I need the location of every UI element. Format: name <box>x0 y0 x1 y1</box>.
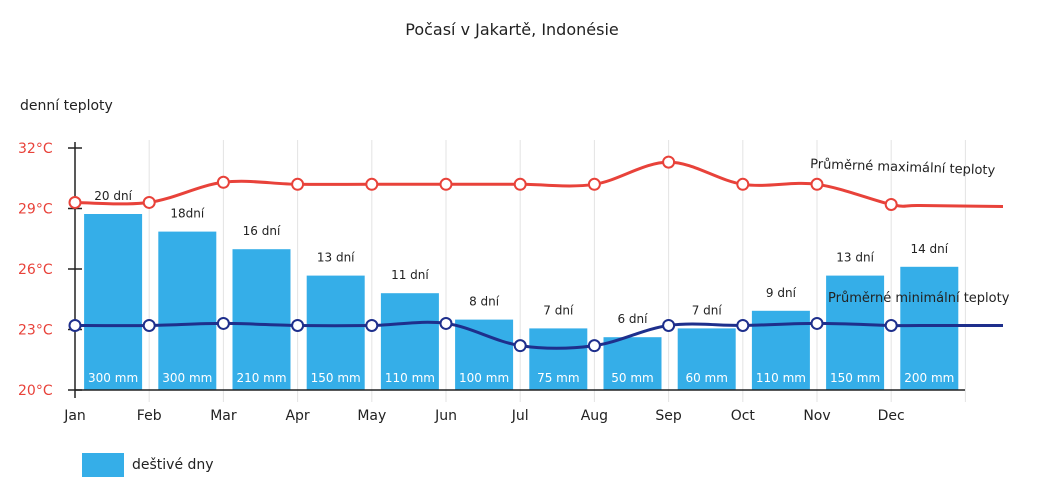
precip-label: 60 mm <box>685 371 727 385</box>
precip-label: 75 mm <box>537 371 579 385</box>
y-tick-label: 20°C <box>18 383 53 399</box>
min-temp-point-jul <box>513 339 527 353</box>
min-temp-point-jan <box>68 318 82 332</box>
bar-nov <box>826 275 885 390</box>
max-temp-point-mar <box>216 175 230 189</box>
precip-label: 300 mm <box>88 371 138 385</box>
bar-mar <box>232 249 291 390</box>
data-labels: 20 dní 300 mm 18dní 300 mm 16 dní 210 mm 13 dn… <box>88 157 1010 385</box>
y-tick-label: 26°C <box>18 262 53 278</box>
precip-label: 150 mm <box>830 371 880 385</box>
legend-swatch-rainy-days <box>82 453 124 477</box>
rain-days-label: 8 dní <box>469 295 500 309</box>
max-temp-point-dec <box>884 197 898 211</box>
min-temp-point-may <box>365 318 379 332</box>
rain-days-label: 13 dní <box>836 251 874 265</box>
precip-label: 200 mm <box>904 371 954 385</box>
rain-days-label: 16 dní <box>243 224 281 238</box>
max-temp-point-feb <box>142 195 156 209</box>
rain-days-label: 13 dní <box>317 251 355 265</box>
y-axis-title: denní teploty <box>20 98 113 114</box>
x-tick-label: May <box>357 408 386 424</box>
rain-days-label: 18dní <box>170 207 204 221</box>
rain-days-label: 11 dní <box>391 268 429 282</box>
bar-may <box>380 293 439 390</box>
x-tick-label: Oct <box>731 408 756 424</box>
max-temp-point-apr <box>291 177 305 191</box>
precip-label: 110 mm <box>756 371 806 385</box>
x-tick-label: Apr <box>285 408 309 424</box>
rain-days-label: 7 dní <box>543 303 574 317</box>
rain-days-label: 7 dní <box>692 303 723 317</box>
max-temp-series-label: Průměrné maximální teploty <box>810 157 996 178</box>
rainy-days-bars <box>84 214 959 390</box>
precip-label: 50 mm <box>611 371 653 385</box>
bar-jun <box>455 319 514 390</box>
max-temp-point-nov <box>810 177 824 191</box>
max-temp-point-oct <box>736 177 750 191</box>
precip-label: 110 mm <box>385 371 435 385</box>
y-tick-label: 23°C <box>18 323 53 339</box>
rain-days-label: 6 dní <box>617 312 648 326</box>
min-temp-point-mar <box>216 316 230 330</box>
max-temp-point-jan <box>68 195 82 209</box>
min-temp-point-apr <box>291 318 305 332</box>
x-tick-label: Aug <box>581 408 608 424</box>
precip-label: 100 mm <box>459 371 509 385</box>
max-temp-point-may <box>365 177 379 191</box>
min-temp-point-oct <box>736 318 750 332</box>
bar-dec <box>900 266 959 390</box>
chart-title: Počasí v Jakartě, Indonésie <box>405 20 618 39</box>
y-tick-label: 29°C <box>18 202 53 218</box>
bar-apr <box>306 275 365 390</box>
bar-aug <box>603 337 662 390</box>
rain-days-label: 14 dní <box>910 242 948 256</box>
min-temp-point-nov <box>810 316 824 330</box>
min-temp-point-aug <box>587 339 601 353</box>
axes: 32°C 29°C 26°C 23°C 20°C Jan Feb Mar Apr May Jun Ju… <box>18 141 965 424</box>
legend-label-rainy-days: deštivé dny <box>132 457 214 473</box>
x-tick-label: Jun <box>434 408 457 424</box>
bar-jul <box>529 328 588 390</box>
max-temp-point-jun <box>439 177 453 191</box>
x-tick-label: Nov <box>803 408 830 424</box>
min-temp-series-label: Průměrné minimální teploty <box>828 291 1010 306</box>
min-temp-point-dec <box>884 318 898 332</box>
x-tick-label: Jan <box>63 408 86 424</box>
bar-feb <box>158 231 217 390</box>
temperature-lines <box>68 155 1004 353</box>
y-tick-label: 32°C <box>18 141 53 157</box>
min-temp-point-feb <box>142 318 156 332</box>
precip-label: 300 mm <box>162 371 212 385</box>
precip-label: 150 mm <box>311 371 361 385</box>
rain-days-label: 20 dní <box>94 189 132 203</box>
min-temp-point-jun <box>439 316 453 330</box>
x-tick-label: Sep <box>655 408 682 424</box>
max-temp-point-sep <box>662 155 676 169</box>
x-tick-label: Mar <box>210 408 237 424</box>
bar-sep <box>677 328 736 390</box>
rain-days-label: 9 dní <box>766 286 797 300</box>
x-tick-label: Dec <box>878 408 905 424</box>
legend: deštivé dny <box>82 453 214 477</box>
x-tick-label: Feb <box>137 408 162 424</box>
min-temp-point-sep <box>662 318 676 332</box>
precip-label: 210 mm <box>236 371 286 385</box>
max-temp-point-jul <box>513 177 527 191</box>
max-temp-point-aug <box>587 177 601 191</box>
bar-jan <box>84 214 143 390</box>
x-tick-label: Jul <box>511 408 529 424</box>
